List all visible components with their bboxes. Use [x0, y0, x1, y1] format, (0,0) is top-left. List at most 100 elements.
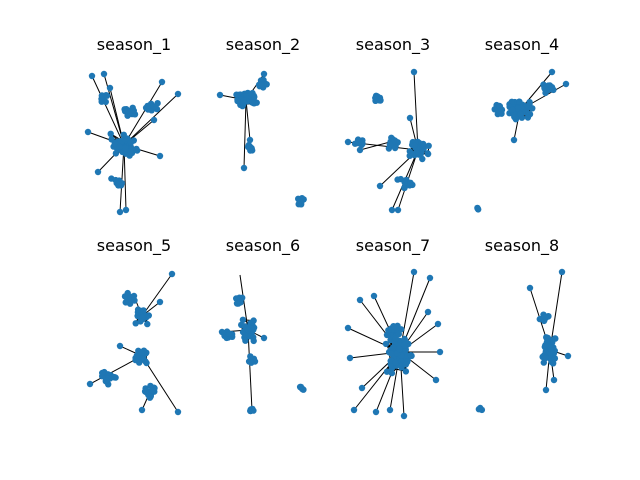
- network-node: [127, 148, 134, 155]
- panel-season-1: season_1: [84, 35, 182, 216]
- network-node: [372, 408, 380, 416]
- network-node: [410, 68, 418, 76]
- network-node: [424, 308, 432, 316]
- network-node: [420, 140, 427, 148]
- node-layer: [84, 70, 182, 216]
- network-edge: [243, 99, 247, 169]
- network-node: [116, 143, 123, 150]
- network-node: [239, 316, 247, 323]
- network-node: [397, 362, 405, 370]
- network-node: [102, 98, 110, 106]
- network-node: [407, 352, 414, 359]
- network-node: [144, 320, 151, 328]
- network-edge: [141, 273, 173, 317]
- network-node: [84, 128, 92, 136]
- network-node: [100, 70, 108, 78]
- network-node: [130, 107, 137, 114]
- network-node: [526, 284, 534, 292]
- network-node: [149, 387, 156, 394]
- network-node: [394, 206, 402, 214]
- network-node: [233, 300, 241, 307]
- network-node: [234, 97, 241, 105]
- network-node: [562, 80, 570, 88]
- network-node: [344, 138, 352, 146]
- network-node: [134, 147, 141, 154]
- network-node: [529, 105, 536, 112]
- network-node: [550, 360, 557, 367]
- network-node: [248, 359, 255, 366]
- network-node: [436, 348, 444, 356]
- network-node: [134, 306, 142, 313]
- network-node: [247, 333, 254, 340]
- network-node: [356, 146, 364, 154]
- network-node: [508, 98, 515, 106]
- network-node: [370, 292, 378, 300]
- network-node: [115, 181, 123, 189]
- network-node: [392, 323, 399, 331]
- network-edge: [239, 274, 249, 331]
- network-node: [356, 296, 364, 304]
- network-node: [419, 155, 426, 163]
- network-node: [299, 385, 306, 392]
- network-node: [509, 106, 516, 113]
- network-node: [542, 341, 549, 349]
- network-node: [372, 94, 379, 102]
- network-node: [122, 144, 129, 152]
- network-node: [151, 103, 158, 110]
- network-node: [388, 134, 395, 141]
- network-node: [145, 312, 152, 319]
- network-node: [394, 176, 401, 183]
- network-node: [548, 84, 556, 91]
- network-edge: [549, 271, 563, 351]
- network-node: [147, 393, 154, 401]
- network-node: [240, 164, 248, 172]
- panel-title: season_7: [356, 236, 430, 256]
- network-node: [260, 334, 268, 342]
- network-node: [477, 404, 484, 412]
- network-node: [86, 380, 94, 388]
- network-node: [158, 78, 166, 86]
- network-node: [542, 386, 550, 394]
- network-node: [239, 294, 246, 301]
- network-node: [174, 90, 182, 98]
- network-node: [542, 355, 549, 362]
- network-node: [541, 85, 548, 92]
- network-node: [475, 206, 482, 213]
- network-node: [141, 388, 149, 395]
- network-node: [524, 114, 532, 121]
- network-node: [410, 268, 418, 276]
- network-node: [516, 98, 523, 105]
- network-node: [108, 136, 115, 143]
- network-node: [514, 105, 522, 112]
- network-node: [350, 406, 358, 414]
- network-edge: [91, 75, 125, 146]
- network-node: [402, 361, 410, 368]
- network-node: [233, 91, 240, 98]
- network-node: [396, 345, 403, 353]
- network-node: [168, 270, 176, 278]
- network-node: [550, 376, 558, 384]
- panel-season-3: season_3: [344, 35, 432, 214]
- network-node: [388, 206, 396, 214]
- network-node: [517, 110, 524, 118]
- network-node: [354, 136, 362, 143]
- network-node: [248, 406, 256, 414]
- network-node: [147, 382, 154, 390]
- network-node: [247, 353, 254, 360]
- network-node: [122, 299, 129, 306]
- network-node: [263, 81, 270, 88]
- network-edge: [245, 99, 251, 141]
- network-node: [137, 318, 144, 325]
- network-node: [564, 352, 572, 360]
- network-node: [382, 340, 390, 348]
- network-node: [260, 70, 268, 78]
- network-node: [551, 335, 559, 342]
- network-node: [136, 359, 143, 366]
- network-node: [386, 141, 394, 148]
- network-edge: [119, 144, 125, 213]
- network-node: [400, 412, 408, 420]
- panel-title: season_6: [226, 236, 300, 256]
- panel-season-2: season_2: [216, 35, 307, 208]
